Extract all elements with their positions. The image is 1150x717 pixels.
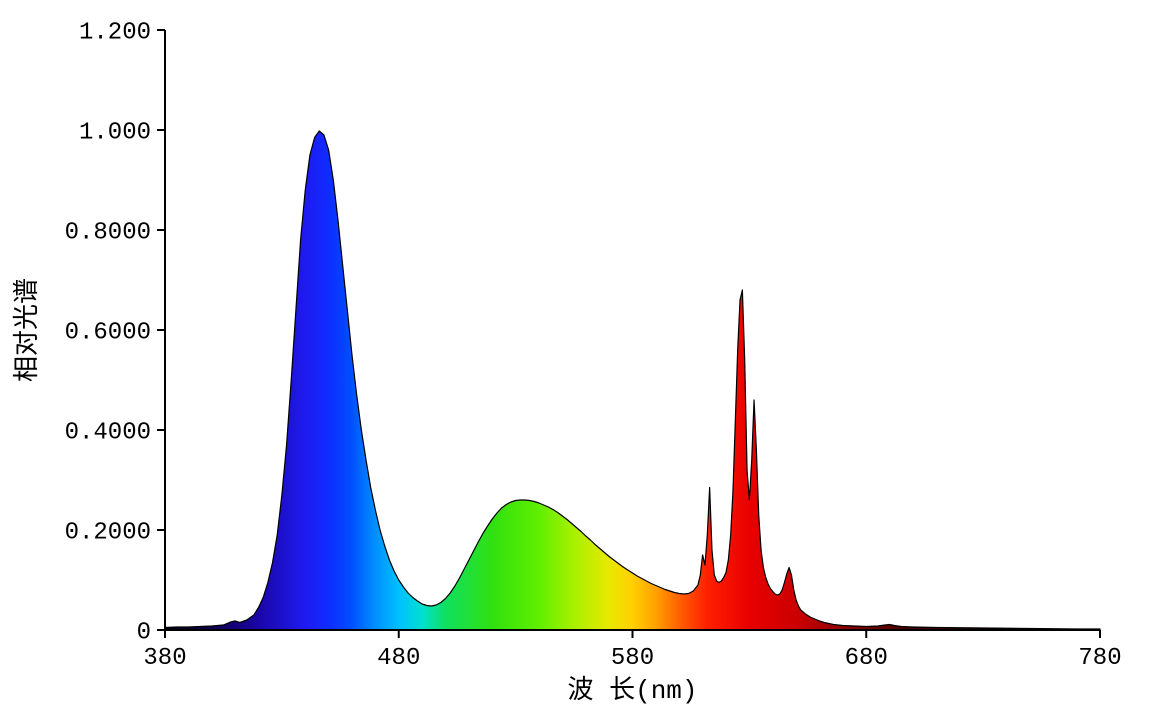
y-tick-label: 0.6000 — [65, 319, 151, 346]
y-tick-label: 0.2000 — [65, 519, 151, 546]
spectrum-area — [165, 131, 1100, 630]
x-tick-label: 580 — [611, 645, 654, 672]
x-tick-label: 480 — [377, 645, 420, 672]
y-axis-title: 相对光谱 — [12, 278, 43, 382]
x-tick-label: 780 — [1078, 645, 1121, 672]
y-tick-label: 1.200 — [79, 19, 151, 46]
y-tick-label: 0 — [137, 619, 151, 646]
y-tick-label: 1.000 — [79, 119, 151, 146]
chart-svg: 380 480 580 680 780 0 0.2000 0.4000 0.6000 0.8000… — [0, 0, 1150, 717]
x-axis-title: 波 长(nm) — [567, 675, 697, 706]
x-tick-label: 680 — [845, 645, 888, 672]
x-tick-label: 380 — [143, 645, 186, 672]
y-tick-label: 0.8000 — [65, 219, 151, 246]
y-tick-label: 0.4000 — [65, 419, 151, 446]
spectrum-chart: 380 480 580 680 780 0 0.2000 0.4000 0.6000 0.8000… — [0, 0, 1150, 717]
